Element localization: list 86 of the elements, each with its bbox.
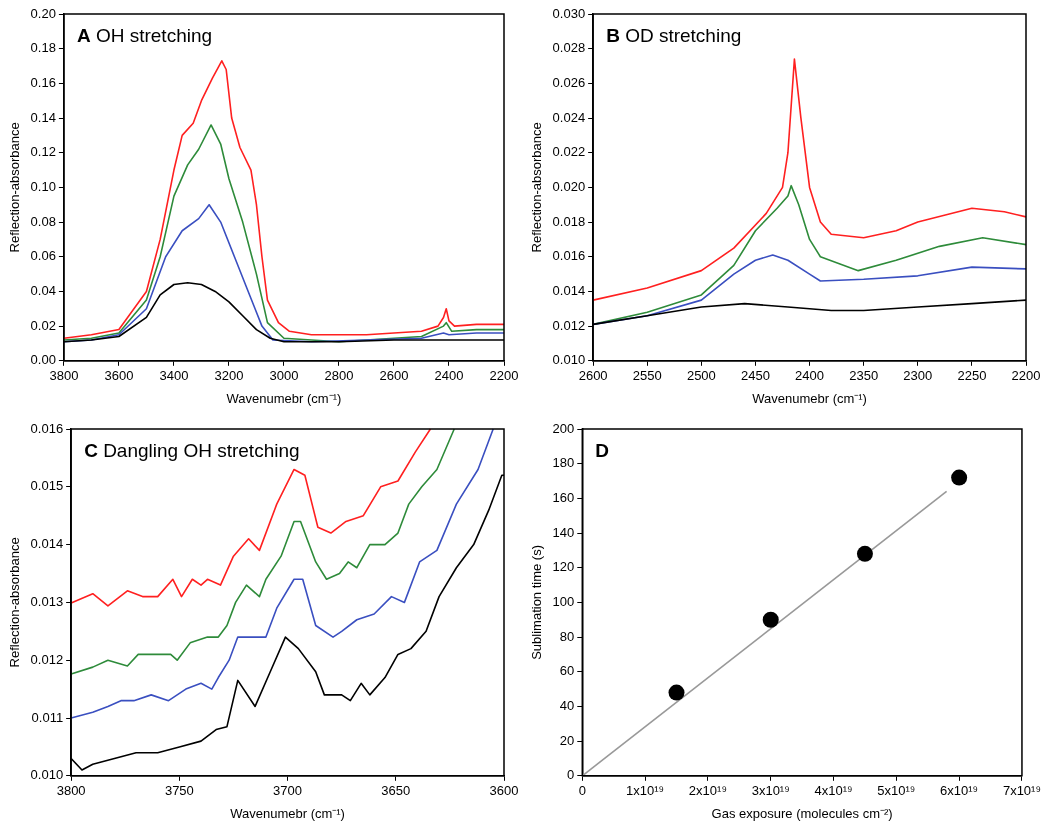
y-axis-title: Reflection-absorbance bbox=[7, 537, 23, 668]
point bbox=[762, 611, 779, 628]
y-tick-label: 0.12 bbox=[30, 144, 56, 160]
y-tick-label: 0.10 bbox=[30, 178, 56, 194]
x-axis-title: Wavenumebr (cm⁻¹) bbox=[226, 390, 342, 406]
y-tick-label: 0.04 bbox=[30, 283, 56, 299]
x-tick-label: 3200 bbox=[214, 368, 244, 384]
x-tick-label: 3x10¹⁹ bbox=[751, 783, 790, 799]
x-tick-label: 2300 bbox=[903, 368, 933, 384]
y-tick-label: 0.010 bbox=[552, 352, 586, 368]
x-tick-label: 2450 bbox=[741, 368, 770, 384]
x-tick-label: 4x10¹⁹ bbox=[814, 783, 853, 799]
x-tick-label: 2350 bbox=[849, 368, 879, 384]
text: A OH stretching bbox=[76, 25, 213, 46]
y-tick-label: 0.014 bbox=[552, 283, 586, 299]
point bbox=[668, 684, 685, 701]
x-tick-label: 2250 bbox=[957, 368, 987, 384]
x-tick-label: 2x10¹⁹ bbox=[688, 783, 727, 799]
y-tick-label: 0.010 bbox=[30, 767, 64, 783]
y-tick-label: 0.016 bbox=[552, 248, 586, 264]
y-tick-label: 0.013 bbox=[30, 593, 64, 609]
y-tick-label: 0.020 bbox=[552, 178, 586, 194]
y-tick-label: 0.012 bbox=[552, 317, 586, 333]
y-axis-title: Reflection-absorbance bbox=[529, 122, 545, 253]
y-tick-label: 0.012 bbox=[30, 651, 64, 667]
y-tick-label: 40 bbox=[559, 698, 575, 714]
y-tick-label: 0 bbox=[567, 767, 575, 783]
x-axis-title: Gas exposure (molecules cm⁻²) bbox=[711, 805, 893, 821]
text: D bbox=[595, 440, 610, 461]
y-tick-label: 0.015 bbox=[30, 478, 64, 494]
y-tick-label: 0.018 bbox=[552, 213, 586, 229]
y-tick-label: 0.016 bbox=[30, 420, 64, 436]
x-tick-label: 2200 bbox=[489, 368, 519, 384]
point bbox=[951, 469, 968, 486]
x-tick-label: 5x10¹⁹ bbox=[877, 783, 916, 799]
x-tick-label: 6x10¹⁹ bbox=[940, 783, 979, 799]
text: B OD stretching bbox=[606, 25, 742, 46]
y-tick-label: 0.02 bbox=[30, 317, 56, 333]
y-tick-label: 140 bbox=[552, 524, 575, 540]
x-tick-label: 3650 bbox=[381, 783, 411, 799]
y-tick-label: 0.026 bbox=[552, 74, 586, 90]
x-tick-label: 1x10¹⁹ bbox=[626, 783, 665, 799]
x-axis-title: Wavenumebr (cm⁻¹) bbox=[752, 390, 867, 406]
y-tick-label: 0.030 bbox=[552, 5, 586, 21]
x-tick-label: 3800 bbox=[56, 783, 86, 799]
x-tick-label: 2600 bbox=[578, 368, 608, 384]
x-tick-label: 2500 bbox=[686, 368, 716, 384]
x-tick-label: 3800 bbox=[49, 368, 79, 384]
y-tick-label: 0.06 bbox=[30, 248, 56, 264]
point bbox=[856, 545, 873, 562]
x-tick-label: 7x10¹⁹ bbox=[1002, 783, 1041, 799]
x-tick-label: 3400 bbox=[159, 368, 189, 384]
x-tick-label: 2400 bbox=[795, 368, 825, 384]
x-tick-label: 3000 bbox=[269, 368, 299, 384]
y-tick-label: 100 bbox=[552, 593, 575, 609]
y-tick-label: 120 bbox=[552, 559, 575, 575]
y-tick-label: 0.014 bbox=[30, 536, 64, 552]
y-tick-label: 160 bbox=[552, 489, 575, 505]
x-tick-label: 2400 bbox=[434, 368, 464, 384]
y-tick-label: 200 bbox=[552, 420, 575, 436]
x-tick-label: 3600 bbox=[489, 783, 519, 799]
y-axis-title: Sublimation time (s) bbox=[529, 544, 545, 660]
x-tick-label: 2600 bbox=[379, 368, 409, 384]
y-tick-label: 0.20 bbox=[30, 5, 56, 21]
x-tick-label: 3750 bbox=[164, 783, 194, 799]
y-tick-label: 80 bbox=[559, 628, 575, 644]
y-tick-label: 60 bbox=[559, 663, 575, 679]
y-tick-label: 0.14 bbox=[30, 109, 56, 125]
y-tick-label: 0.18 bbox=[30, 40, 56, 56]
y-tick-label: 0.08 bbox=[30, 213, 56, 229]
y-tick-label: 0.028 bbox=[552, 40, 586, 56]
x-tick-label: 2200 bbox=[1011, 368, 1041, 384]
x-tick-label: 2800 bbox=[324, 368, 354, 384]
y-tick-label: 0.022 bbox=[552, 144, 586, 160]
y-tick-label: 0.00 bbox=[30, 352, 56, 368]
y-tick-label: 0.011 bbox=[31, 709, 64, 725]
x-axis-title: Wavenumebr (cm⁻¹) bbox=[230, 805, 345, 821]
x-tick-label: 2550 bbox=[632, 368, 662, 384]
x-tick-label: 3700 bbox=[273, 783, 303, 799]
y-tick-label: 0.024 bbox=[552, 109, 586, 125]
text: C Dangling OH stretching bbox=[84, 440, 300, 461]
y-axis-title: Reflection-absorbance bbox=[7, 122, 23, 253]
y-tick-label: 180 bbox=[552, 455, 575, 471]
y-tick-label: 0.16 bbox=[30, 74, 56, 90]
y-tick-label: 20 bbox=[559, 732, 575, 748]
x-tick-label: 3600 bbox=[104, 368, 134, 384]
